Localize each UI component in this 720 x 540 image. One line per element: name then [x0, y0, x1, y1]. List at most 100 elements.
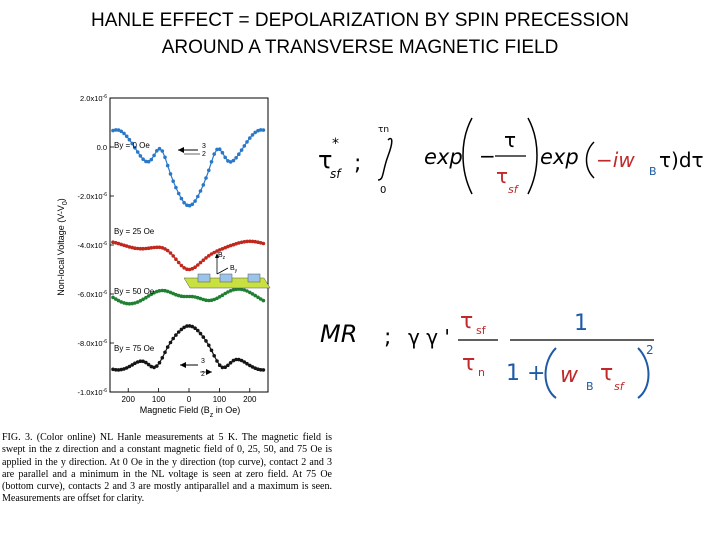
svg-text:exp: exp [540, 145, 579, 169]
data-point [157, 289, 162, 293]
data-point [168, 172, 173, 176]
data-point [201, 258, 206, 262]
data-point [133, 361, 137, 366]
data-point [165, 289, 170, 294]
data-point [228, 243, 233, 248]
data-point [155, 149, 159, 153]
data-point [163, 350, 167, 355]
data-point [182, 200, 186, 205]
data-point [133, 301, 137, 305]
x-tick-label: 100 [213, 395, 227, 404]
data-point [212, 297, 216, 302]
data-point [250, 292, 255, 296]
svg-text:n: n [478, 366, 485, 379]
data-point [141, 157, 145, 161]
data-point [253, 130, 257, 135]
data-point [223, 245, 227, 250]
svg-text:1: 1 [574, 311, 588, 336]
data-point [209, 252, 214, 256]
data-point [220, 247, 225, 251]
curve-label-by75: By = 75 Oe [114, 344, 155, 353]
data-point [198, 260, 203, 265]
data-point [119, 129, 123, 134]
data-point [174, 185, 178, 190]
data-point [152, 365, 156, 370]
data-point [114, 297, 118, 301]
data-point [215, 296, 219, 301]
data-point [253, 239, 257, 244]
data-point [261, 241, 266, 246]
curve-label-by0: By = 0 Oe [114, 141, 150, 150]
data-point [146, 246, 151, 250]
figure-caption: FIG. 3. (Color online) NL Hanle measurem… [2, 432, 332, 505]
data-point [127, 364, 132, 369]
data-point [130, 363, 134, 367]
data-point [217, 147, 222, 151]
data-point [168, 251, 173, 255]
svg-text:sf: sf [476, 324, 487, 337]
data-point [160, 288, 165, 293]
data-point [124, 301, 129, 306]
data-point [231, 288, 236, 292]
data-point [258, 297, 263, 301]
data-point [242, 288, 247, 292]
hanle-figure: 2.0x10-6 0.0 -2.0x10-6 -4.0x10-6 -6.0x10-6 -8… [56, 94, 271, 419]
data-point [201, 183, 206, 187]
equation-mr: MR ; γ γ ' τ sf τ n 1 1 + w B τ sf 2 [320, 309, 654, 399]
data-point [212, 152, 216, 156]
data-point [111, 128, 115, 133]
svg-text:exp: exp [424, 145, 463, 169]
data-point [124, 366, 129, 370]
svg-text:τ: τ [460, 309, 473, 334]
data-point [190, 324, 195, 329]
svg-text:−: − [479, 144, 496, 168]
data-point [228, 289, 233, 293]
data-point [133, 246, 137, 250]
data-point [223, 291, 227, 296]
data-point [256, 240, 260, 244]
svg-text:τ: τ [496, 164, 508, 188]
series-line-1 [112, 240, 264, 271]
data-point [160, 246, 165, 250]
data-point [124, 244, 129, 248]
svg-text:w: w [560, 363, 579, 388]
data-point [163, 155, 167, 160]
data-point [155, 289, 159, 294]
svg-text:2: 2 [202, 151, 206, 158]
svg-text:*: * [332, 136, 339, 152]
data-point [201, 297, 206, 302]
data-point [196, 328, 200, 333]
data-point [174, 333, 178, 337]
data-point [157, 360, 162, 365]
svg-text:sf: sf [508, 183, 520, 196]
svg-text:B: B [586, 380, 594, 393]
data-point [245, 239, 249, 244]
data-point [212, 250, 216, 255]
data-point [116, 128, 121, 132]
data-point [256, 367, 260, 372]
data-point [179, 196, 184, 201]
data-point [152, 153, 156, 158]
arrow-annotation-bottom: 3 2 [180, 358, 212, 378]
svg-text:2: 2 [201, 371, 205, 378]
data-point [231, 358, 236, 363]
svg-text:3: 3 [202, 143, 206, 150]
data-point [187, 203, 192, 208]
data-point [176, 191, 181, 196]
data-point [228, 160, 233, 164]
data-point [231, 242, 236, 247]
data-point [196, 263, 200, 267]
y-tick-label: 0.0 [97, 143, 107, 152]
data-point [168, 340, 173, 345]
data-point [130, 245, 134, 250]
data-point [261, 128, 266, 132]
curve-label-by25: By = 25 Oe [114, 227, 155, 236]
data-point [190, 294, 195, 299]
data-point [149, 246, 154, 250]
data-point [146, 159, 151, 164]
data-point [182, 266, 186, 270]
data-point [190, 266, 195, 271]
data-point [209, 348, 214, 353]
data-point [141, 246, 145, 251]
data-point [217, 248, 222, 252]
